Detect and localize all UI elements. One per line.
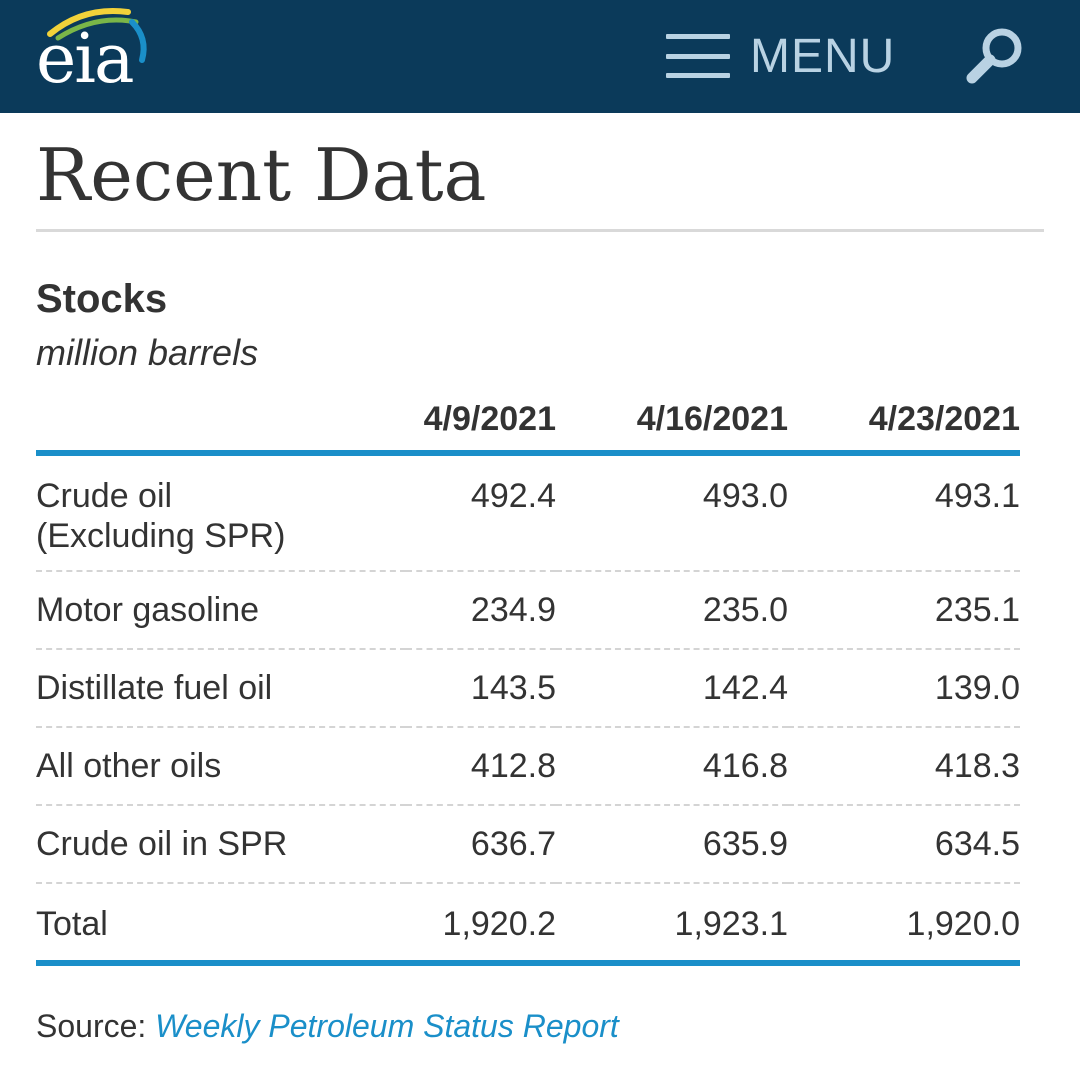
table-cell: 493.1 bbox=[788, 453, 1020, 572]
column-header: 4/16/2021 bbox=[556, 388, 788, 456]
site-header: eia MENU bbox=[0, 0, 1080, 113]
row-label: Total bbox=[36, 883, 406, 966]
table-cell: 416.8 bbox=[556, 727, 788, 806]
row-label: Motor gasoline bbox=[36, 571, 406, 650]
title-divider bbox=[36, 229, 1044, 232]
column-header: 4/23/2021 bbox=[788, 388, 1020, 456]
table-cell: 492.4 bbox=[406, 453, 556, 572]
section-title: Stocks bbox=[36, 277, 168, 321]
table-row: Crude oil in SPR 636.7 635.9 634.5 bbox=[36, 805, 1020, 884]
table-cell: 636.7 bbox=[406, 805, 556, 884]
table-total-row: Total 1,920.2 1,923.1 1,920.0 bbox=[36, 883, 1020, 966]
table-cell: 635.9 bbox=[556, 805, 788, 884]
logo-swoosh-icon bbox=[47, 7, 147, 63]
table-cell: 634.5 bbox=[788, 805, 1020, 884]
search-icon bbox=[966, 28, 1022, 84]
table-cell: 235.1 bbox=[788, 571, 1020, 650]
section-units: million barrels bbox=[36, 332, 259, 373]
table-cell: 143.5 bbox=[406, 649, 556, 728]
table-cell: 234.9 bbox=[406, 571, 556, 650]
table-header-row: 4/9/2021 4/16/2021 4/23/2021 bbox=[36, 388, 1020, 456]
table-cell: 412.8 bbox=[406, 727, 556, 806]
table-row: Motor gasoline 234.9 235.0 235.1 bbox=[36, 571, 1020, 650]
table-row: All other oils 412.8 416.8 418.3 bbox=[36, 727, 1020, 806]
row-label: Distillate fuel oil bbox=[36, 649, 406, 728]
table-cell: 493.0 bbox=[556, 453, 788, 572]
table-cell: 1,923.1 bbox=[556, 883, 788, 966]
table-cell: 418.3 bbox=[788, 727, 1020, 806]
row-label: All other oils bbox=[36, 727, 406, 806]
menu-label: MENU bbox=[750, 29, 896, 83]
eia-logo[interactable]: eia bbox=[36, 4, 156, 94]
table-cell: 139.0 bbox=[788, 649, 1020, 728]
table-cell: 1,920.0 bbox=[788, 883, 1020, 966]
column-header: 4/9/2021 bbox=[406, 388, 556, 456]
row-label-line: Crude oil bbox=[36, 477, 173, 515]
table-row: Distillate fuel oil 143.5 142.4 139.0 bbox=[36, 649, 1020, 728]
stocks-table: 4/9/2021 4/16/2021 4/23/2021 Crude oil (… bbox=[36, 388, 1020, 966]
hamburger-icon bbox=[666, 34, 730, 78]
table-cell: 1,920.2 bbox=[406, 883, 556, 966]
column-header bbox=[36, 388, 406, 456]
row-label: Crude oil (Excluding SPR) bbox=[36, 453, 406, 572]
row-label: Crude oil in SPR bbox=[36, 805, 406, 884]
source-note: Source: Weekly Petroleum Status Report bbox=[36, 1006, 619, 1046]
table-row: Crude oil (Excluding SPR) 492.4 493.0 49… bbox=[36, 453, 1020, 572]
logo-text: eia bbox=[36, 20, 135, 99]
table-cell: 235.0 bbox=[556, 571, 788, 650]
row-label-line: (Excluding SPR) bbox=[36, 517, 286, 555]
search-button[interactable] bbox=[962, 24, 1032, 88]
source-link[interactable]: Weekly Petroleum Status Report bbox=[155, 1008, 619, 1044]
source-label: Source: bbox=[36, 1008, 147, 1044]
page-title: Recent Data bbox=[36, 133, 487, 217]
menu-button[interactable]: MENU bbox=[666, 28, 895, 84]
table-cell: 142.4 bbox=[556, 649, 788, 728]
